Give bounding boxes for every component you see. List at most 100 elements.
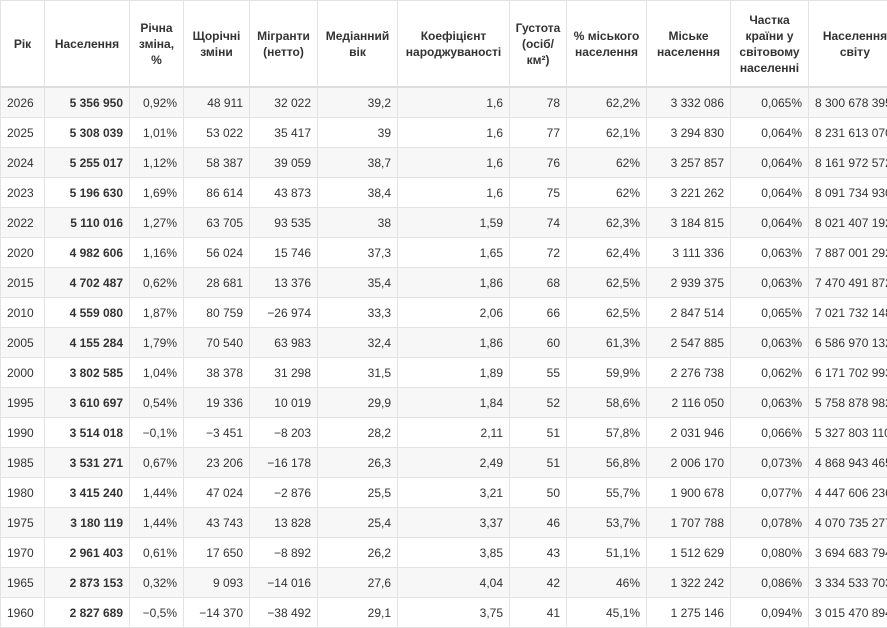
cell-density: 51 bbox=[510, 448, 567, 478]
cell-migrants: 15 746 bbox=[250, 238, 318, 268]
cell-year: 1985 bbox=[1, 448, 45, 478]
cell-migrants: 31 298 bbox=[250, 358, 318, 388]
cell-year: 2020 bbox=[1, 238, 45, 268]
cell-world-share: 0,063% bbox=[731, 268, 809, 298]
cell-yearly-change: 70 540 bbox=[184, 328, 250, 358]
cell-urban-pct: 45,1% bbox=[567, 598, 647, 628]
cell-yearly-change-pct: 0,61% bbox=[130, 538, 184, 568]
cell-yearly-change-pct: 1,12% bbox=[130, 148, 184, 178]
cell-yearly-change: −14 370 bbox=[184, 598, 250, 628]
cell-fertility-rate: 1,6 bbox=[398, 178, 510, 208]
cell-median-age: 32,4 bbox=[318, 328, 398, 358]
cell-density: 72 bbox=[510, 238, 567, 268]
cell-density: 66 bbox=[510, 298, 567, 328]
cell-urban-pct: 61,3% bbox=[567, 328, 647, 358]
cell-density: 77 bbox=[510, 118, 567, 148]
cell-migrants: −16 178 bbox=[250, 448, 318, 478]
cell-population: 5 255 017 bbox=[45, 148, 130, 178]
cell-median-age: 29,9 bbox=[318, 388, 398, 418]
col-header-yearly-change-pct[interactable]: Річна зміна, % bbox=[130, 1, 184, 88]
col-header-year[interactable]: Рік bbox=[1, 1, 45, 88]
cell-world-share: 0,064% bbox=[731, 148, 809, 178]
cell-population: 4 982 606 bbox=[45, 238, 130, 268]
cell-migrants: 39 059 bbox=[250, 148, 318, 178]
cell-migrants: −14 016 bbox=[250, 568, 318, 598]
cell-yearly-change-pct: 1,69% bbox=[130, 178, 184, 208]
cell-world-population: 7 021 732 148 bbox=[809, 298, 887, 328]
cell-world-share: 0,086% bbox=[731, 568, 809, 598]
col-header-urban-pct[interactable]: % міського населення bbox=[567, 1, 647, 88]
cell-urban-pct: 62% bbox=[567, 148, 647, 178]
cell-yearly-change: 38 378 bbox=[184, 358, 250, 388]
cell-fertility-rate: 3,21 bbox=[398, 478, 510, 508]
cell-density: 74 bbox=[510, 208, 567, 238]
cell-fertility-rate: 3,85 bbox=[398, 538, 510, 568]
cell-migrants: −8 892 bbox=[250, 538, 318, 568]
cell-fertility-rate: 4,04 bbox=[398, 568, 510, 598]
cell-density: 43 bbox=[510, 538, 567, 568]
header-row: Рік Населення Річна зміна, % Щорічні змі… bbox=[1, 1, 887, 88]
cell-world-population: 3 694 683 794 bbox=[809, 538, 887, 568]
col-header-yearly-change[interactable]: Щорічні зміни bbox=[184, 1, 250, 88]
cell-world-share: 0,065% bbox=[731, 298, 809, 328]
cell-urban-pct: 53,7% bbox=[567, 508, 647, 538]
cell-migrants: 13 828 bbox=[250, 508, 318, 538]
cell-yearly-change: 56 024 bbox=[184, 238, 250, 268]
cell-population: 4 559 080 bbox=[45, 298, 130, 328]
cell-migrants: 10 019 bbox=[250, 388, 318, 418]
cell-yearly-change-pct: 1,87% bbox=[130, 298, 184, 328]
col-header-density[interactable]: Густота (осіб/км²) bbox=[510, 1, 567, 88]
cell-urban-population: 2 276 738 bbox=[647, 358, 731, 388]
cell-population: 4 155 284 bbox=[45, 328, 130, 358]
cell-yearly-change-pct: 1,04% bbox=[130, 358, 184, 388]
cell-urban-pct: 62% bbox=[567, 178, 647, 208]
cell-population: 2 961 403 bbox=[45, 538, 130, 568]
cell-year: 2000 bbox=[1, 358, 45, 388]
cell-urban-population: 2 847 514 bbox=[647, 298, 731, 328]
col-header-urban-population[interactable]: Міське населення bbox=[647, 1, 731, 88]
cell-year: 1965 bbox=[1, 568, 45, 598]
col-header-population[interactable]: Населення bbox=[45, 1, 130, 88]
cell-urban-pct: 62,3% bbox=[567, 208, 647, 238]
cell-world-share: 0,062% bbox=[731, 358, 809, 388]
cell-urban-population: 2 547 885 bbox=[647, 328, 731, 358]
col-header-migrants[interactable]: Мігранти (нетто) bbox=[250, 1, 318, 88]
cell-fertility-rate: 2,49 bbox=[398, 448, 510, 478]
cell-urban-pct: 58,6% bbox=[567, 388, 647, 418]
cell-urban-pct: 59,9% bbox=[567, 358, 647, 388]
cell-population: 3 802 585 bbox=[45, 358, 130, 388]
cell-population: 4 702 487 bbox=[45, 268, 130, 298]
cell-fertility-rate: 2,06 bbox=[398, 298, 510, 328]
cell-median-age: 37,3 bbox=[318, 238, 398, 268]
col-header-world-share[interactable]: Частка країни у світовому населенні bbox=[731, 1, 809, 88]
cell-world-population: 5 327 803 110 bbox=[809, 418, 887, 448]
cell-yearly-change-pct: −0,1% bbox=[130, 418, 184, 448]
cell-urban-population: 3 294 830 bbox=[647, 118, 731, 148]
cell-year: 2026 bbox=[1, 87, 45, 118]
cell-density: 55 bbox=[510, 358, 567, 388]
cell-year: 1980 bbox=[1, 478, 45, 508]
col-header-world-population[interactable]: Населення світу bbox=[809, 1, 887, 88]
col-header-median-age[interactable]: Медіанний вік bbox=[318, 1, 398, 88]
cell-fertility-rate: 1,6 bbox=[398, 87, 510, 118]
cell-year: 2024 bbox=[1, 148, 45, 178]
cell-fertility-rate: 1,6 bbox=[398, 148, 510, 178]
cell-year: 2015 bbox=[1, 268, 45, 298]
cell-urban-population: 1 707 788 bbox=[647, 508, 731, 538]
cell-urban-population: 3 184 815 bbox=[647, 208, 731, 238]
cell-median-age: 38 bbox=[318, 208, 398, 238]
cell-yearly-change-pct: 0,62% bbox=[130, 268, 184, 298]
cell-density: 78 bbox=[510, 87, 567, 118]
col-header-fertility-rate[interactable]: Коефіцієнт народжуваності bbox=[398, 1, 510, 88]
cell-world-population: 4 447 606 236 bbox=[809, 478, 887, 508]
